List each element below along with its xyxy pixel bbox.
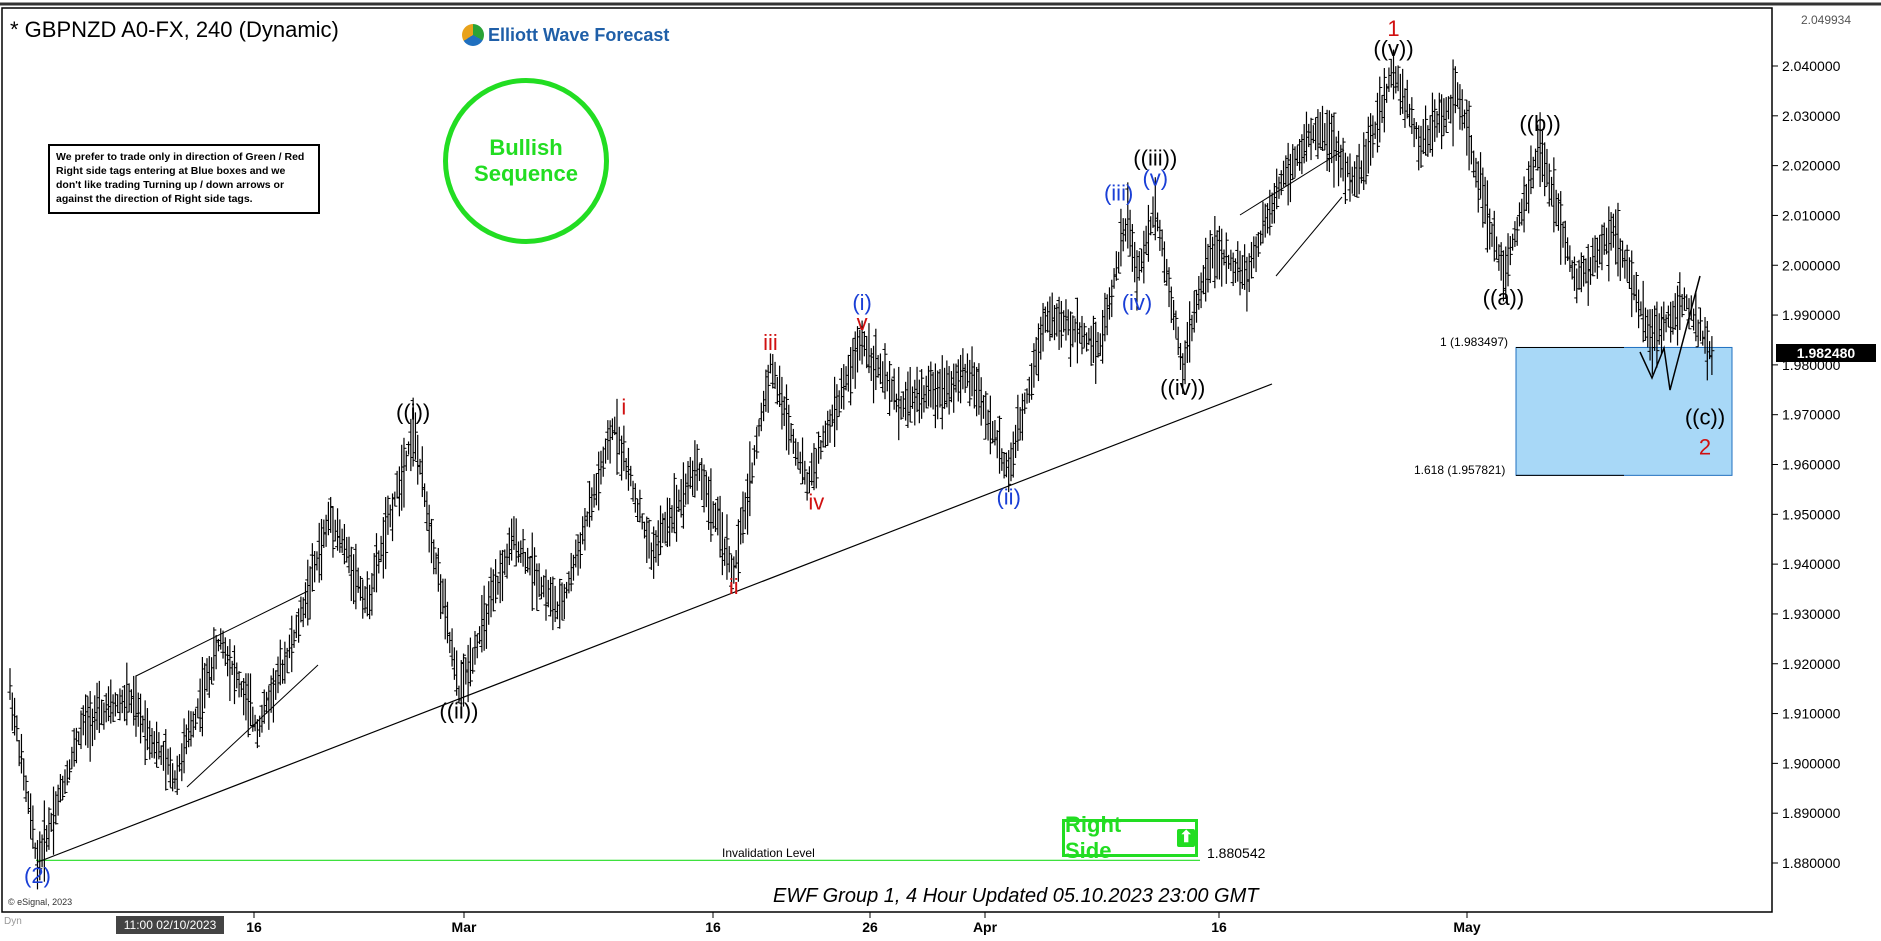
y-tick-label: 1.970000 [1782,407,1841,423]
wave-labels: (2)((i))((ii))iiiiiiiv(i)v(ii)(iii)((iii… [24,16,1725,888]
wave-label: ((ii)) [439,699,478,724]
chart-title: * GBPNZD A0-FX, 240 (Dynamic) [10,17,339,42]
y-tick-label: 1.950000 [1782,506,1841,522]
bullish-line-1: Bullish [489,135,563,160]
x-tick-label: 26 [862,919,878,935]
y-tick-label: 1.900000 [1782,755,1841,771]
logo-text: Elliott Wave Forecast [488,24,670,45]
wave-label: ii [729,574,739,599]
wave-label: ((v)) [1373,36,1413,61]
bullish-sequence-badge: Bullish Sequence [443,78,609,244]
x-tick-label: 16 [705,919,721,935]
y-tick-label: 1.890000 [1782,805,1841,821]
wave-label: (iv) [1122,290,1153,315]
y-tick-label: 1.910000 [1782,706,1841,722]
wave-label: v [857,310,868,335]
x-tick-label: Apr [973,919,998,935]
y-tick-label: 1.960000 [1782,457,1841,473]
y-tick-label: 1.920000 [1782,656,1841,672]
wave-label: (2) [24,863,51,888]
y-tick-label: 2.030000 [1782,108,1841,124]
y-tick-label: 2.040000 [1782,58,1841,74]
wave-label: (i) [852,290,872,315]
x-tick-label: 16 [246,919,262,935]
wave-label: ((iv)) [1160,375,1205,400]
y-tick-label: 2.000000 [1782,257,1841,273]
up-arrow-icon: ⬆ [1177,829,1195,847]
trend-line [37,383,1273,863]
last-price-tag: 1.982480 [1776,344,1876,362]
channel-line-2b [1275,196,1343,277]
wave-label: ((c)) [1685,405,1725,430]
y-tick-label: 1.930000 [1782,606,1841,622]
right-side-tag: Right Side ⬆ [1062,812,1198,863]
x-axis: 16 Mar 16 26 Apr 16 May [246,912,1481,935]
wave-label: (ii) [996,484,1020,509]
y-tick-label: 1.990000 [1782,307,1841,323]
price-bars [7,49,1715,890]
y-tick-label: 2.020000 [1782,158,1841,174]
wave-label: (v) [1142,166,1168,191]
y-tick-label: 1.880000 [1782,855,1841,871]
wave-label: 2 [1699,435,1711,460]
invalidation-label: Invalidation Level [722,846,815,860]
y-tick-label: 2.010000 [1782,207,1841,223]
crosshair-date-tag: 11:00 02/10/2023 [116,916,224,934]
logo-icon [462,24,484,46]
blue-box-area [1515,346,1733,476]
x-tick-label: Mar [452,919,477,935]
wave-label: 1 [1387,16,1399,41]
projection-path [1639,275,1701,391]
wave-label: i [621,395,626,420]
right-side-label: Right Side [1065,812,1122,863]
fib-1618-label: 1.618 (1.957821) [1414,463,1505,477]
footer-text: EWF Group 1, 4 Hour Updated 05.10.2023 2… [773,885,1259,907]
ewf-logo: Elliott Wave Forecast [462,24,669,46]
y-axis: 2.040000 2.030000 2.020000 2.010000 2.000000… [1772,58,1841,871]
bullish-line-2: Sequence [474,161,578,186]
wave-label: ((b)) [1519,111,1561,136]
copyright-text: © eSignal, 2023 [8,897,73,907]
wave-label: iii [763,330,778,355]
wave-label: ((a)) [1483,285,1525,310]
wave-label: ((iii)) [1133,146,1177,171]
y-tick-label: 1.940000 [1782,556,1841,572]
top-price-tag: 2.049934 [1776,12,1876,28]
channel-line-1a [135,590,309,677]
x-tick-label: May [1453,919,1480,935]
channel-line-2a [1239,149,1345,216]
bullish-sequence-text: Bullish Sequence [466,135,586,187]
dyn-label: Dyn [4,916,22,927]
disclaimer-box: We prefer to trade only in direction of … [48,144,320,214]
wave-label: ((i)) [396,400,430,425]
wave-label: (iii) [1104,180,1133,205]
fib-1-label: 1 (1.983497) [1440,335,1508,349]
wave-label: iv [808,489,824,514]
invalidation-value: 1.880542 [1207,845,1266,861]
x-tick-label: 16 [1211,919,1227,935]
